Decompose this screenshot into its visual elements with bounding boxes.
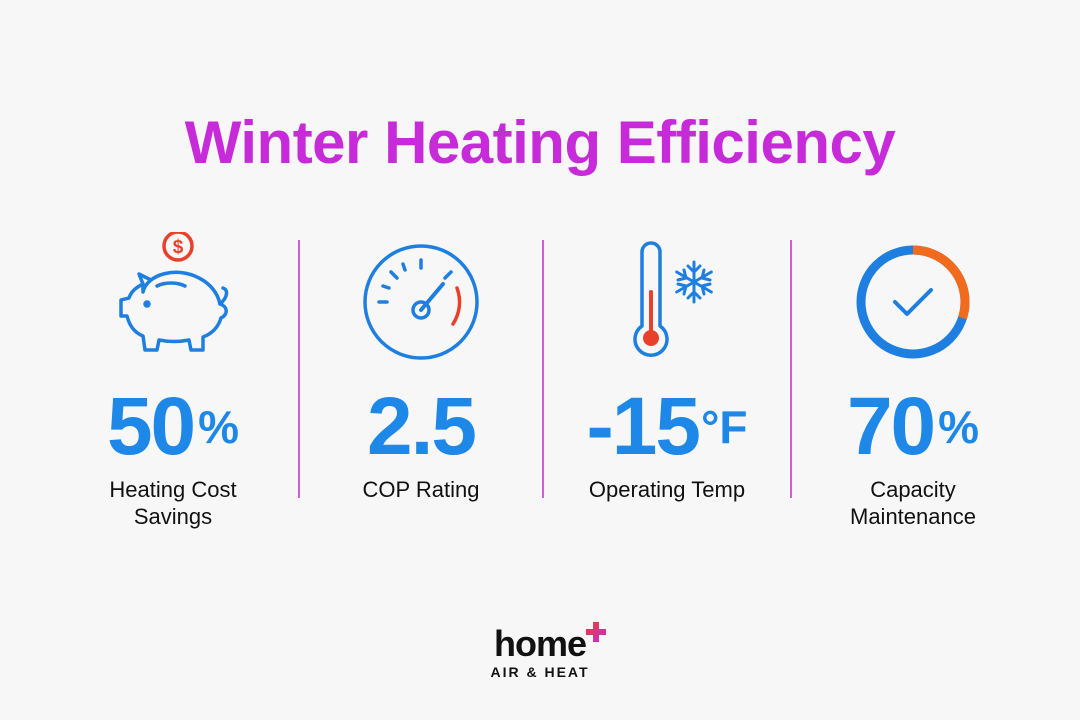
stat-operating-temp: -15 °F Operating Temp xyxy=(544,232,790,503)
divider xyxy=(790,240,792,498)
divider xyxy=(298,240,300,498)
stat-heating-cost-savings: $ 50% Heating Cost Savings xyxy=(50,232,296,530)
page-title: Winter Heating Efficiency xyxy=(184,109,896,176)
thermometer-snowflake-icon xyxy=(544,232,790,364)
piggy-bank-dollar-icon: $ xyxy=(50,232,296,364)
stat-value: -15 °F xyxy=(586,381,748,472)
stat-label: Operating Temp xyxy=(588,477,746,502)
stat-value: 50% xyxy=(106,381,240,472)
stat-value: 2.5 xyxy=(367,381,477,472)
svg-text:$: $ xyxy=(173,237,184,258)
divider xyxy=(542,240,544,498)
stat-label: Heating Cost Savings xyxy=(109,477,237,529)
stat-cop-rating: 2.5 COP Rating xyxy=(298,232,544,503)
stat-label: COP Rating xyxy=(362,477,480,502)
brand-tagline: AIR & HEAT xyxy=(490,664,590,680)
brand-logo: home AIR & HEAT xyxy=(0,622,1080,680)
stat-capacity-maintenance: 70% Capacity Maintenance xyxy=(790,232,1036,530)
stat-label: Capacity Maintenance xyxy=(850,477,976,529)
gauge-meter-icon xyxy=(298,232,544,364)
brand-name: home xyxy=(494,622,606,662)
plus-icon xyxy=(586,622,606,642)
stat-value: 70% xyxy=(846,381,980,472)
progress-ring-check-icon xyxy=(790,232,1036,364)
